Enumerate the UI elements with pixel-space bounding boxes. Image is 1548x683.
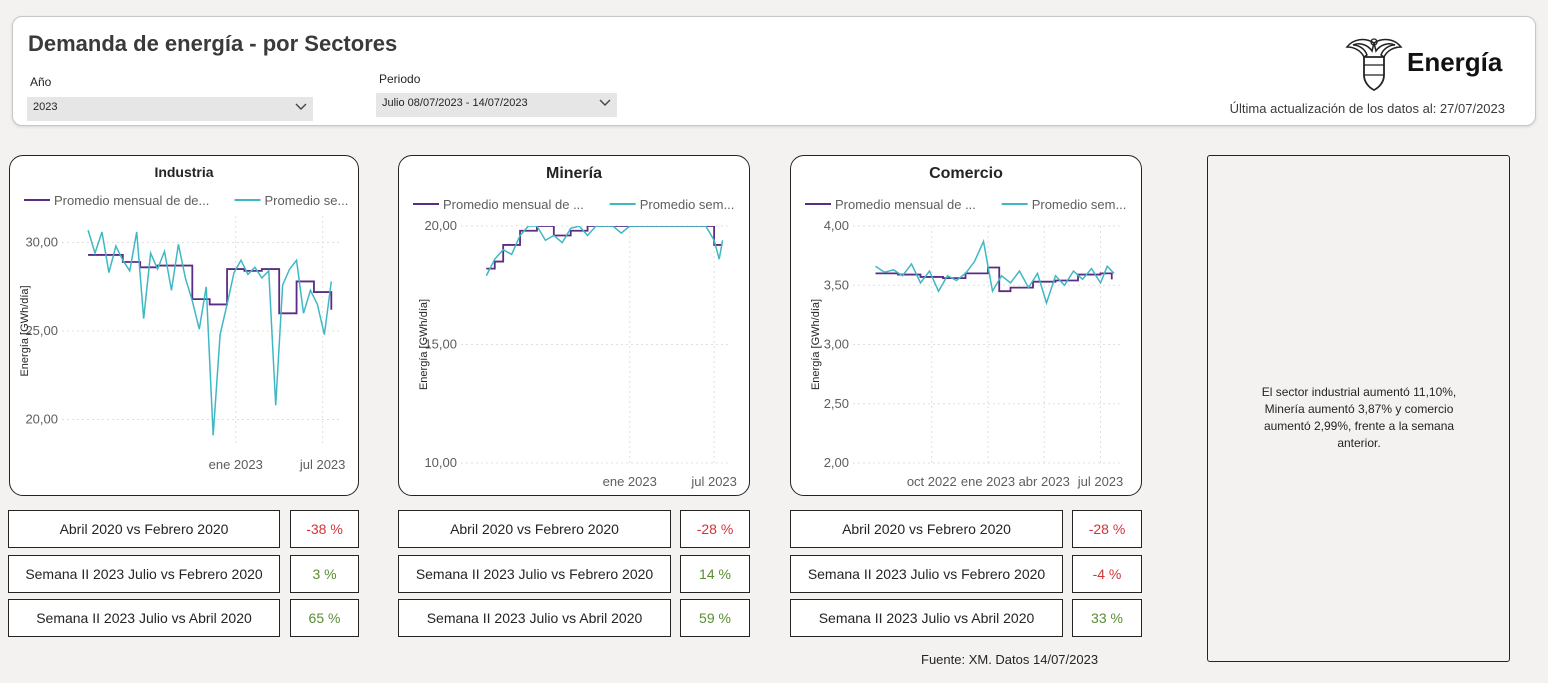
y-tick-label: 2,00: [824, 455, 849, 470]
chevron-down-icon: [295, 100, 307, 115]
x-tick-label: jul 2023: [690, 474, 737, 489]
comparison-label: Semana II 2023 Julio vs Febrero 2020: [8, 555, 280, 593]
comparison-value: -38 %: [290, 510, 359, 548]
weekly-series-line: [875, 238, 1115, 306]
y-tick-label: 20,00: [424, 218, 457, 233]
chevron-down-icon: [599, 96, 611, 111]
y-axis-label: Energía [GWh/día]: [19, 285, 31, 376]
comparison-value: -4 %: [1072, 555, 1142, 593]
y-tick-label: 30,00: [25, 235, 58, 250]
chart-card-mineria: Minería 10,00 15,00 20,00 ene 2023 jul 2023 E…: [398, 155, 750, 496]
logo-text: Energía: [1407, 47, 1503, 77]
period-slicer-label: Periodo: [379, 72, 421, 86]
y-tick-label: 20,00: [25, 411, 58, 426]
legend-label: Promedio sem...: [640, 197, 735, 212]
chart-title: Minería: [545, 165, 602, 182]
comparison-value: 65 %: [290, 599, 359, 637]
comparison-label: Abril 2020 vs Febrero 2020: [398, 510, 671, 548]
comparison-value: 33 %: [1072, 599, 1142, 637]
comparison-value: 14 %: [680, 555, 750, 593]
comparison-label: Abril 2020 vs Febrero 2020: [8, 510, 280, 548]
last-update-text: Última actualización de los datos al: 27…: [1229, 101, 1505, 116]
chart-card-industria: Industria 20,00 25,00 30,00 ene 2023 jul 202…: [9, 155, 359, 496]
comparison-label: Abril 2020 vs Febrero 2020: [790, 510, 1063, 548]
summary-note-panel: El sector industrial aumentó 11,10%, Min…: [1207, 155, 1510, 662]
page-title: Demanda de energía - por Sectores: [28, 31, 398, 56]
comparison-label: Semana II 2023 Julio vs Febrero 2020: [790, 555, 1063, 593]
source-footer: Fuente: XM. Datos 14/07/2023: [921, 652, 1099, 667]
y-tick-label: 3,00: [824, 337, 849, 352]
legend-label: Promedio se...: [265, 193, 349, 208]
chart-title: Industria: [154, 164, 214, 180]
x-tick-label: abr 2023: [1019, 474, 1070, 489]
period-dropdown[interactable]: Julio 08/07/2023 - 14/07/2023: [376, 93, 617, 117]
industria-line-chart: 20,00 25,00 30,00 ene 2023 jul 2023 Energía […: [19, 193, 349, 472]
legend-label: Promedio sem...: [1032, 197, 1127, 212]
year-dropdown-value: 2023: [33, 101, 58, 113]
comparison-value: -28 %: [1072, 510, 1142, 548]
weekly-series-line: [87, 229, 333, 436]
monthly-series-line: [486, 226, 723, 270]
x-tick-label: ene 2023: [961, 474, 1015, 489]
monthly-series-line: [875, 266, 1113, 293]
comparison-value: -28 %: [680, 510, 750, 548]
year-slicer-label: Año: [30, 75, 52, 89]
summary-note-text: El sector industrial aumentó 11,10%, Min…: [1261, 385, 1457, 450]
legend-label: Promedio mensual de ...: [835, 197, 976, 212]
comercio-line-chart: 2,00 2,50 3,00 3,50 4,00 oct 2022 ene 2023 abr …: [805, 197, 1127, 489]
energia-logo: Energía: [1345, 35, 1505, 95]
comparison-label: Semana II 2023 Julio vs Febrero 2020: [398, 555, 671, 593]
comparison-label: Semana II 2023 Julio vs Abril 2020: [790, 599, 1063, 637]
y-tick-label: 3,50: [824, 277, 849, 292]
coat-of-arms-icon: [1345, 38, 1403, 92]
comparison-label: Semana II 2023 Julio vs Abril 2020: [398, 599, 671, 637]
legend-label: Promedio mensual de de...: [54, 193, 209, 208]
y-axis-label: Energía [GWh/día]: [418, 299, 430, 390]
comparison-label: Semana II 2023 Julio vs Abril 2020: [8, 599, 280, 637]
x-tick-label: oct 2022: [907, 474, 957, 489]
chart-title: Comercio: [929, 165, 1003, 182]
chart-card-comercio: Comercio 2,00 2,50 3,00 3,50 4,00 oct 2022 ene…: [790, 155, 1142, 496]
x-tick-label: ene 2023: [209, 457, 263, 472]
y-tick-label: 4,00: [824, 218, 849, 233]
y-tick-label: 25,00: [25, 323, 58, 338]
mineria-line-chart: 10,00 15,00 20,00 ene 2023 jul 2023 Energía […: [413, 197, 737, 489]
y-tick-label: 10,00: [424, 455, 457, 470]
header-panel: Demanda de energía - por Sectores Año 20…: [12, 16, 1536, 126]
y-axis-label: Energía [GWh/día]: [810, 299, 822, 390]
y-tick-label: 15,00: [424, 337, 457, 352]
comparison-value: 59 %: [680, 599, 750, 637]
year-dropdown[interactable]: 2023: [27, 97, 313, 121]
x-tick-label: jul 2023: [1077, 474, 1124, 489]
weekly-series-line: [485, 226, 724, 277]
x-tick-label: ene 2023: [603, 474, 657, 489]
legend-label: Promedio mensual de ...: [443, 197, 584, 212]
y-tick-label: 2,50: [824, 396, 849, 411]
comparison-value: 3 %: [290, 555, 359, 593]
x-tick-label: jul 2023: [299, 457, 346, 472]
period-dropdown-value: Julio 08/07/2023 - 14/07/2023: [382, 97, 528, 109]
